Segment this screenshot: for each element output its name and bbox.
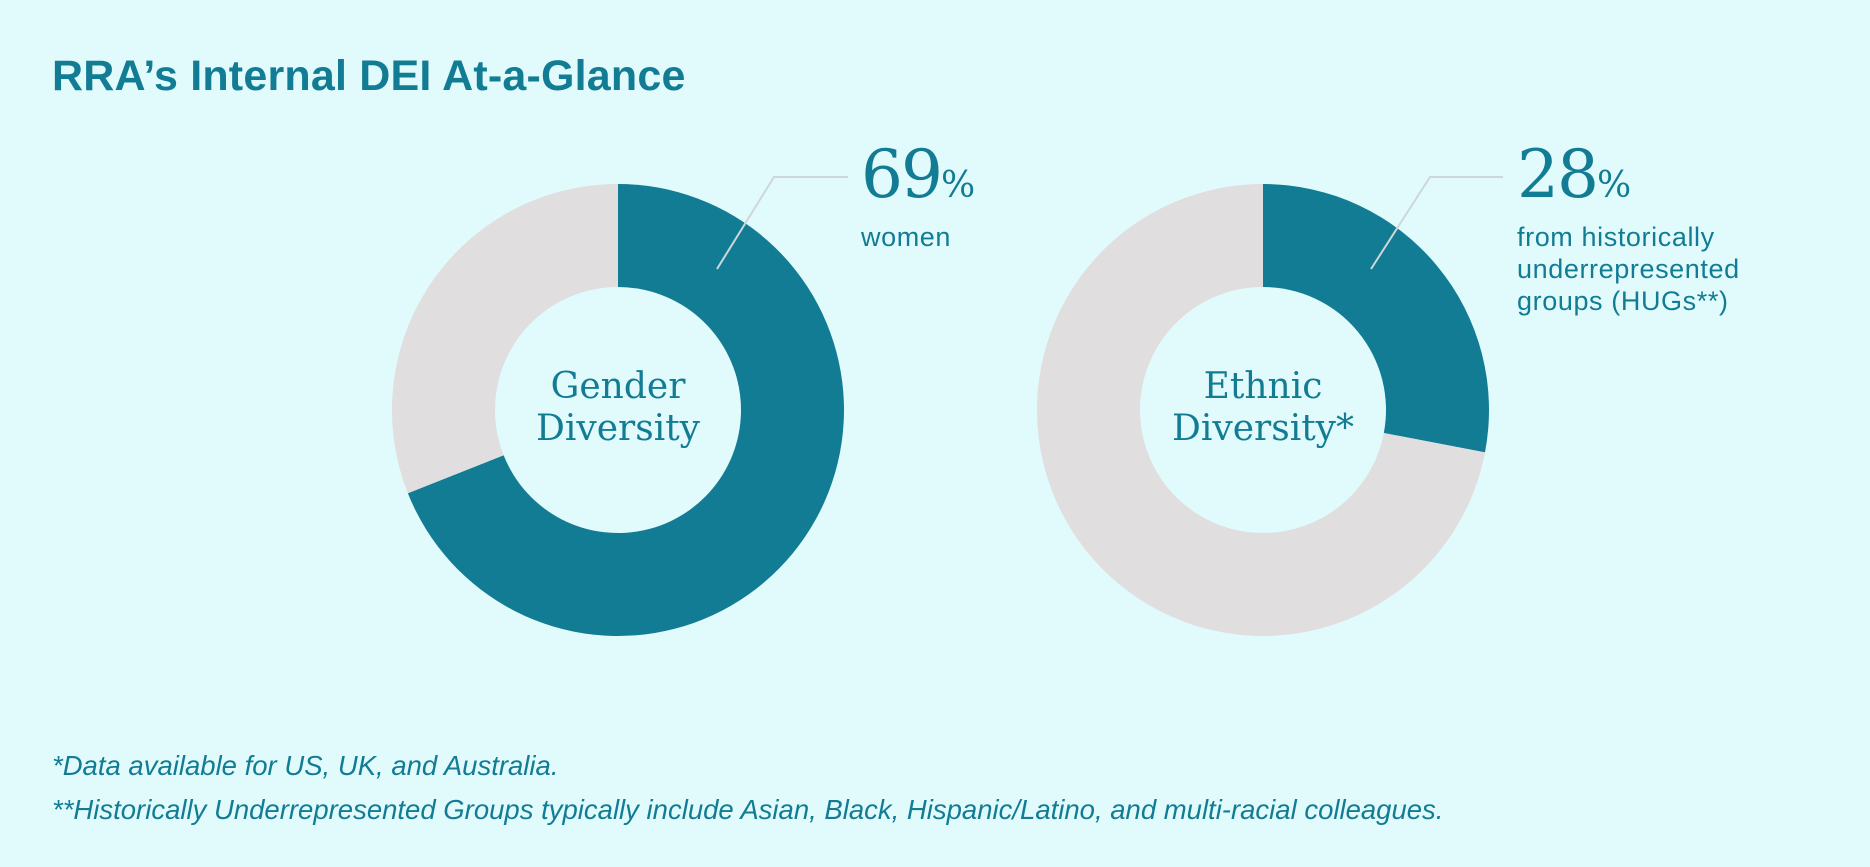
remainder-slice	[1037, 184, 1485, 636]
percentage-value: 69	[861, 136, 943, 213]
gender-diversity-label: Gender Diversity	[498, 366, 738, 450]
highlight-slice	[1263, 184, 1489, 453]
gender-percentage: 69%	[861, 142, 975, 219]
description-line: from historically	[1517, 222, 1715, 252]
footnote-data-availability: *Data available for US, UK, and Australi…	[52, 750, 559, 781]
ethnic-callout-description: from historically underrepresented group…	[1517, 221, 1740, 317]
gender-callout: 69% women	[861, 142, 975, 253]
percent-sign: %	[1596, 165, 1632, 206]
page-title: RRA’s Internal DEI At-a-Glance	[52, 52, 686, 100]
center-label-line-2: Diversity*	[1171, 408, 1355, 449]
percentage-value: 28	[1517, 136, 1599, 213]
ethnic-callout: 28% from historically underrepresented g…	[1517, 142, 1740, 317]
callout-leader-line	[716, 176, 848, 270]
percent-sign: %	[940, 165, 976, 206]
description-line: women	[861, 222, 952, 252]
callout-leader-line	[1370, 176, 1503, 270]
ethnic-diversity-donut	[1037, 176, 1503, 636]
ethnic-diversity-label: Ethnic Diversity*	[1143, 366, 1383, 450]
highlight-slice	[407, 184, 844, 637]
description-line: underrepresented	[1517, 254, 1740, 284]
description-line: groups (HUGs**)	[1517, 286, 1729, 316]
remainder-slice	[391, 184, 618, 494]
gender-diversity-donut	[391, 176, 848, 637]
center-label-line-1: Ethnic	[1203, 366, 1323, 407]
center-label-line-1: Gender	[550, 366, 686, 407]
gender-callout-description: women	[861, 221, 975, 253]
center-label-line-2: Diversity	[535, 408, 701, 449]
footnote-hug-definition: **Historically Underrepresented Groups t…	[52, 794, 1444, 825]
ethnic-percentage: 28%	[1517, 142, 1740, 219]
